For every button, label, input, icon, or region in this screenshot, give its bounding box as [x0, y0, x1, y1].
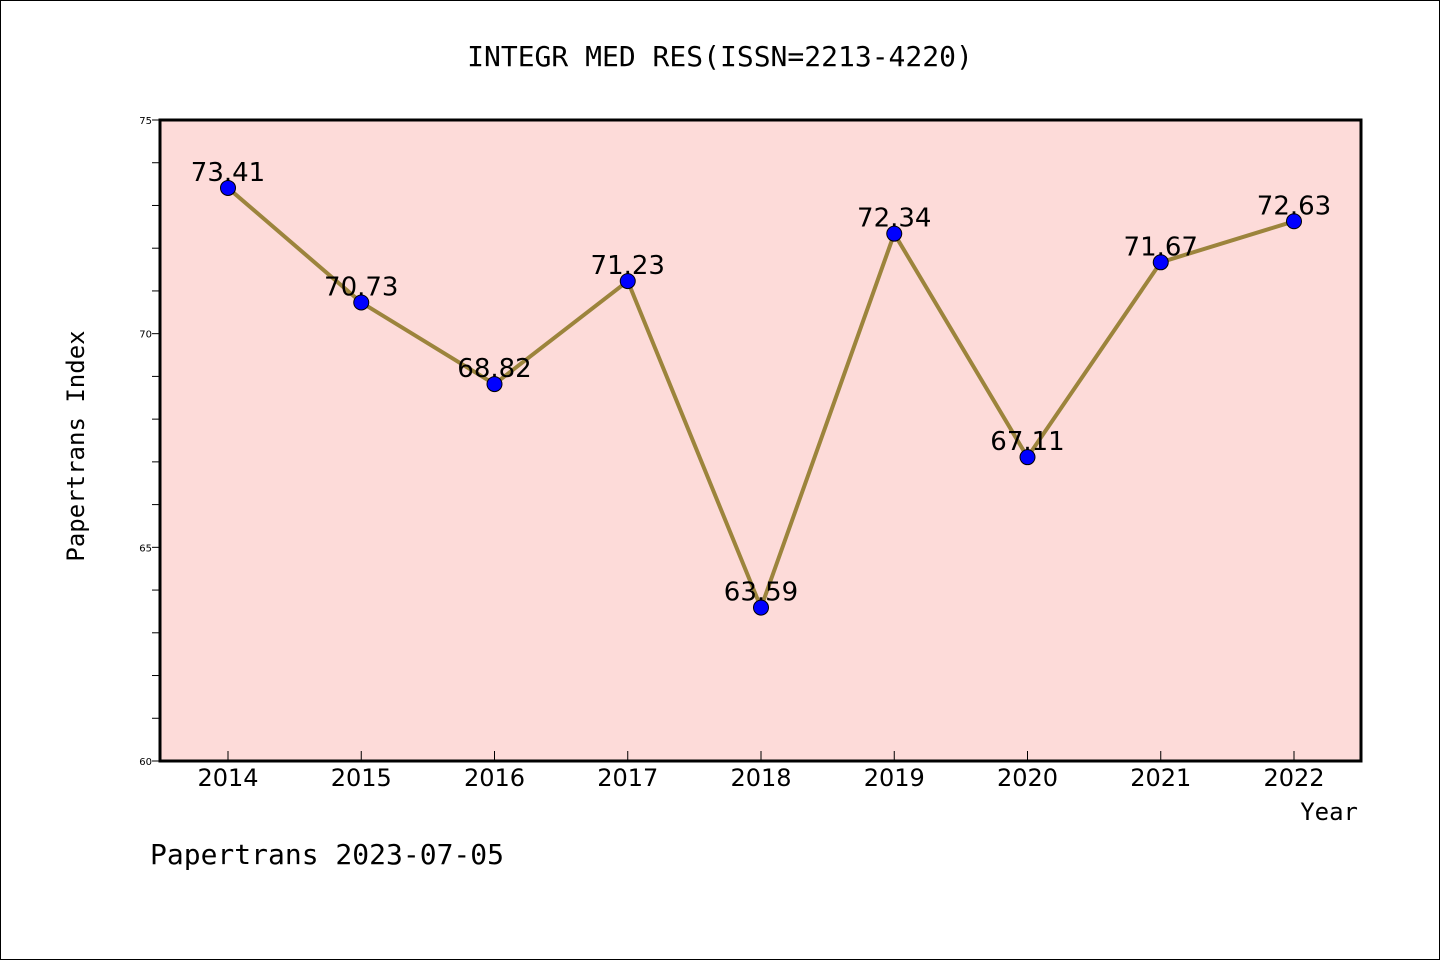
y-tick-label: 70: [139, 330, 152, 341]
data-label: 63.59: [724, 578, 798, 608]
data-point: [753, 599, 769, 616]
x-tick-label: 2018: [730, 764, 791, 792]
footer-text: Papertrans 2023-07-05: [150, 838, 504, 871]
x-tick-label: 2015: [331, 764, 392, 792]
data-label: 71.67: [1124, 232, 1198, 262]
data-label: 67.11: [990, 427, 1064, 457]
data-labels: 73.41 70.73 68.82 71.23 63.59 72.34 67.11 71.67…: [191, 158, 1331, 608]
x-tick-label: 2016: [464, 764, 525, 792]
data-point: [1152, 254, 1169, 271]
data-points: [220, 179, 1302, 616]
data-label: 68.82: [457, 354, 531, 384]
x-axis-ticks: 2014 2015 2016 2017 2018 2019 2020 2021 2022: [197, 751, 1325, 792]
plot-area: [158, 118, 1363, 763]
x-axis-label: Year: [1300, 798, 1358, 826]
data-label: 73.41: [191, 158, 265, 188]
data-point: [1019, 449, 1036, 466]
x-tick-label: 2014: [197, 764, 258, 792]
chart-title: INTEGR MED RES(ISSN=2213-4220): [467, 40, 973, 73]
data-label: 72.34: [857, 204, 931, 234]
data-label: 72.63: [1257, 191, 1331, 221]
x-tick-label: 2019: [864, 764, 925, 792]
x-tick-label: 2022: [1263, 764, 1324, 792]
data-point: [886, 225, 903, 242]
data-label: 71.23: [591, 251, 665, 281]
y-tick-label: 75: [139, 116, 152, 127]
y-tick-label: 60: [139, 757, 152, 768]
x-tick-label: 2021: [1130, 764, 1191, 792]
data-point: [619, 273, 636, 290]
y-axis-ticks: 60 65 70 75: [139, 116, 160, 768]
data-point: [1286, 213, 1302, 230]
data-point: [220, 179, 236, 196]
y-axis-label: Papertrans Index: [62, 330, 90, 561]
data-point: [353, 294, 370, 311]
x-tick-label: 2017: [597, 764, 658, 792]
y-tick-label: 65: [139, 543, 152, 554]
x-tick-label: 2020: [997, 764, 1058, 792]
data-label: 70.73: [324, 272, 398, 302]
data-point: [486, 376, 503, 393]
